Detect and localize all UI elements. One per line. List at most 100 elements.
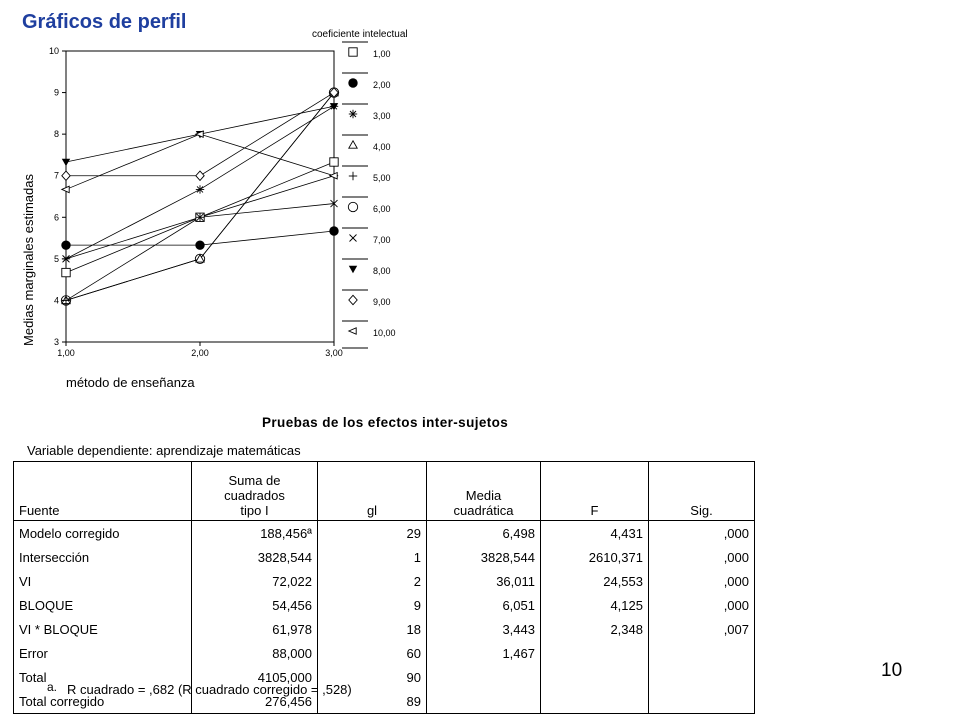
legend-marker <box>348 171 358 181</box>
page-number: 10 <box>881 660 903 681</box>
data-point <box>195 170 205 182</box>
cell-f: 2610,371 <box>540 545 649 569</box>
legend-marker <box>348 265 358 274</box>
slide-title: Gráficos de perfil <box>22 11 187 33</box>
cell-f <box>540 641 649 665</box>
legend-label: 9,00 <box>373 297 391 307</box>
axis-ticks: 3 4 5 6 7 8 9 10 1,00 2,00 3,00 <box>49 46 343 358</box>
cell-gl: 29 <box>317 520 427 545</box>
data-point <box>329 226 339 236</box>
cell-media: 6,498 <box>426 520 541 545</box>
cell-f: 24,553 <box>540 569 649 593</box>
legend-label: 8,00 <box>373 266 391 276</box>
data-point <box>61 240 71 250</box>
legend-marker <box>348 109 358 119</box>
cell-fuente: VI <box>13 569 192 593</box>
y-tick-label: 10 <box>49 46 59 56</box>
cell-f <box>540 665 649 689</box>
cell-sig: ,000 <box>648 593 755 617</box>
legend-marker <box>347 201 359 213</box>
cell-suma: 88,000 <box>191 641 318 665</box>
cell-fuente: Intersección <box>13 545 192 569</box>
header-f: F <box>540 461 649 521</box>
series-line <box>65 92 335 301</box>
cell-gl: 18 <box>317 617 427 641</box>
legend: 1,00 2,00 3,00 4,00 5,00 6,00 7,00 8,00 9,00 10,0… <box>342 41 396 349</box>
header-fuente: Fuente <box>13 461 192 521</box>
data-point <box>194 130 204 139</box>
header-gl: gl <box>317 461 427 521</box>
data-point <box>195 253 205 263</box>
table-row: VI 72,022 2 36,011 24,553,000 <box>13 569 755 593</box>
y-tick-label: 4 <box>54 295 59 305</box>
cell-f: 4,125 <box>540 593 649 617</box>
cell-sig: ,000 <box>648 520 755 545</box>
plot-frame <box>65 50 335 343</box>
legend-marker <box>348 139 358 149</box>
data-point <box>330 199 338 208</box>
data-point <box>61 267 71 278</box>
header-suma: Suma de cuadrados tipo I <box>191 461 318 521</box>
cell-sig: ,007 <box>648 617 755 641</box>
series-7,00 <box>65 203 335 260</box>
cell-fuente: Total corregido <box>13 689 192 714</box>
cell-suma: 54,456 <box>191 593 318 617</box>
plot-area <box>65 50 335 343</box>
data-point <box>61 158 71 167</box>
cell-fuente: VI * BLOQUE <box>13 617 192 641</box>
anova-table: Fuente Suma de cuadrados tipo I gl Media cu… <box>13 461 755 714</box>
legend-label: 6,00 <box>373 204 391 214</box>
table-title: Pruebas de los efectos inter-sujetos <box>262 415 509 430</box>
legend-label: 2,00 <box>373 80 391 90</box>
cell-f <box>540 689 649 714</box>
cell-sig <box>648 665 755 689</box>
cell-suma: 188,456ª <box>191 520 318 545</box>
table-footnote: a. R cuadrado = ,682 (R cuadrado corregid… <box>47 680 352 697</box>
profile-plot: 3 4 5 6 7 8 9 10 1,00 2,00 3,00 1,00 2,00 3,00 4,00 5,… <box>21 29 408 390</box>
table-row: Intersección 3828,544 1 3828,544 2610,371,00… <box>13 545 755 569</box>
cell-media: 1,467 <box>426 641 541 665</box>
data-point <box>329 157 339 167</box>
series-3,00 <box>65 105 335 260</box>
cell-fuente: Error <box>13 641 192 665</box>
data-point <box>195 240 205 250</box>
series-layer <box>60 87 340 306</box>
table-header-row: Fuente Suma de cuadrados tipo I gl Media cu… <box>13 461 755 521</box>
legend-marker <box>348 47 358 57</box>
cell-media: 6,051 <box>426 593 541 617</box>
y-tick-label: 5 <box>54 254 59 264</box>
table-row: VI * BLOQUE 61,978 18 3,443 2,348,007 <box>13 617 755 641</box>
y-tick-label: 7 <box>54 171 59 181</box>
cell-gl: 60 <box>317 641 427 665</box>
cell-suma: 4105,000 <box>191 665 318 689</box>
cell-media: 36,011 <box>426 569 541 593</box>
y-tick-label: 9 <box>54 88 59 98</box>
cell-f: 4,431 <box>540 520 649 545</box>
table-row: Error 88,000 60 1,467 <box>13 641 755 665</box>
y-tick-label: 6 <box>54 212 59 222</box>
data-point <box>61 170 71 182</box>
y-axis-label: Medias marginales estimadas <box>21 174 36 346</box>
cell-gl: 2 <box>317 569 427 593</box>
data-point <box>61 296 71 305</box>
footnote-marker: a. <box>47 680 58 694</box>
data-point <box>329 103 339 111</box>
data-point <box>60 185 70 194</box>
data-point <box>195 185 205 194</box>
cell-gl: 89 <box>317 689 427 714</box>
legend-marker <box>348 78 358 88</box>
cell-suma: 61,978 <box>191 617 318 641</box>
legend-label: 4,00 <box>373 142 391 152</box>
table-row: BLOQUE 54,456 9 6,051 4,125,000 <box>13 593 755 617</box>
series-4,00 <box>65 92 335 301</box>
cell-media: 3,443 <box>426 617 541 641</box>
x-tick-label: 1,00 <box>57 348 75 358</box>
legend-marker <box>348 294 358 306</box>
data-point <box>62 255 70 263</box>
data-point <box>194 253 206 265</box>
x-axis-label: método de enseñanza <box>66 375 195 390</box>
cell-suma: 276,456 <box>191 689 318 714</box>
data-point <box>328 171 338 180</box>
legend-marker <box>349 234 357 242</box>
dependent-variable: Variable dependiente: aprendizaje matemá… <box>27 443 301 458</box>
